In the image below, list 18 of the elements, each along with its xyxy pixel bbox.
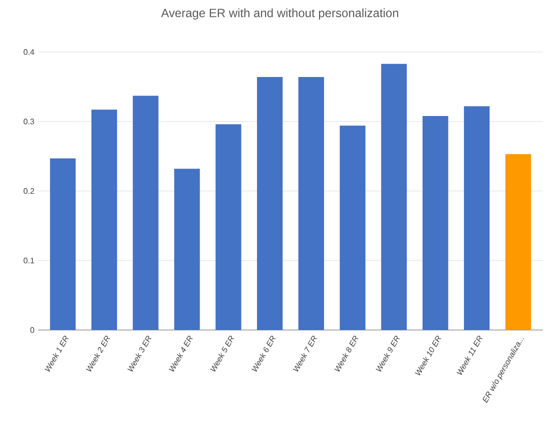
- bar: [381, 64, 407, 330]
- bar: [505, 154, 532, 330]
- bar: [256, 77, 283, 330]
- y-tick-label: 0.3: [24, 118, 34, 124]
- bar: [50, 158, 76, 330]
- bar: [216, 124, 242, 330]
- y-tick-label: 0.2: [24, 188, 34, 194]
- bar: [91, 110, 118, 330]
- y-tick-label: 0.1: [24, 258, 34, 264]
- bar: [340, 126, 366, 330]
- bar: [464, 106, 490, 330]
- y-tick-label: 0.4: [24, 49, 34, 55]
- bar: [174, 168, 200, 330]
- bar: [298, 77, 324, 330]
- chart-title: Average ER with and without personalization: [161, 8, 398, 20]
- bar: [422, 116, 448, 330]
- bar: [132, 96, 158, 330]
- y-tick-label: 0: [30, 327, 34, 333]
